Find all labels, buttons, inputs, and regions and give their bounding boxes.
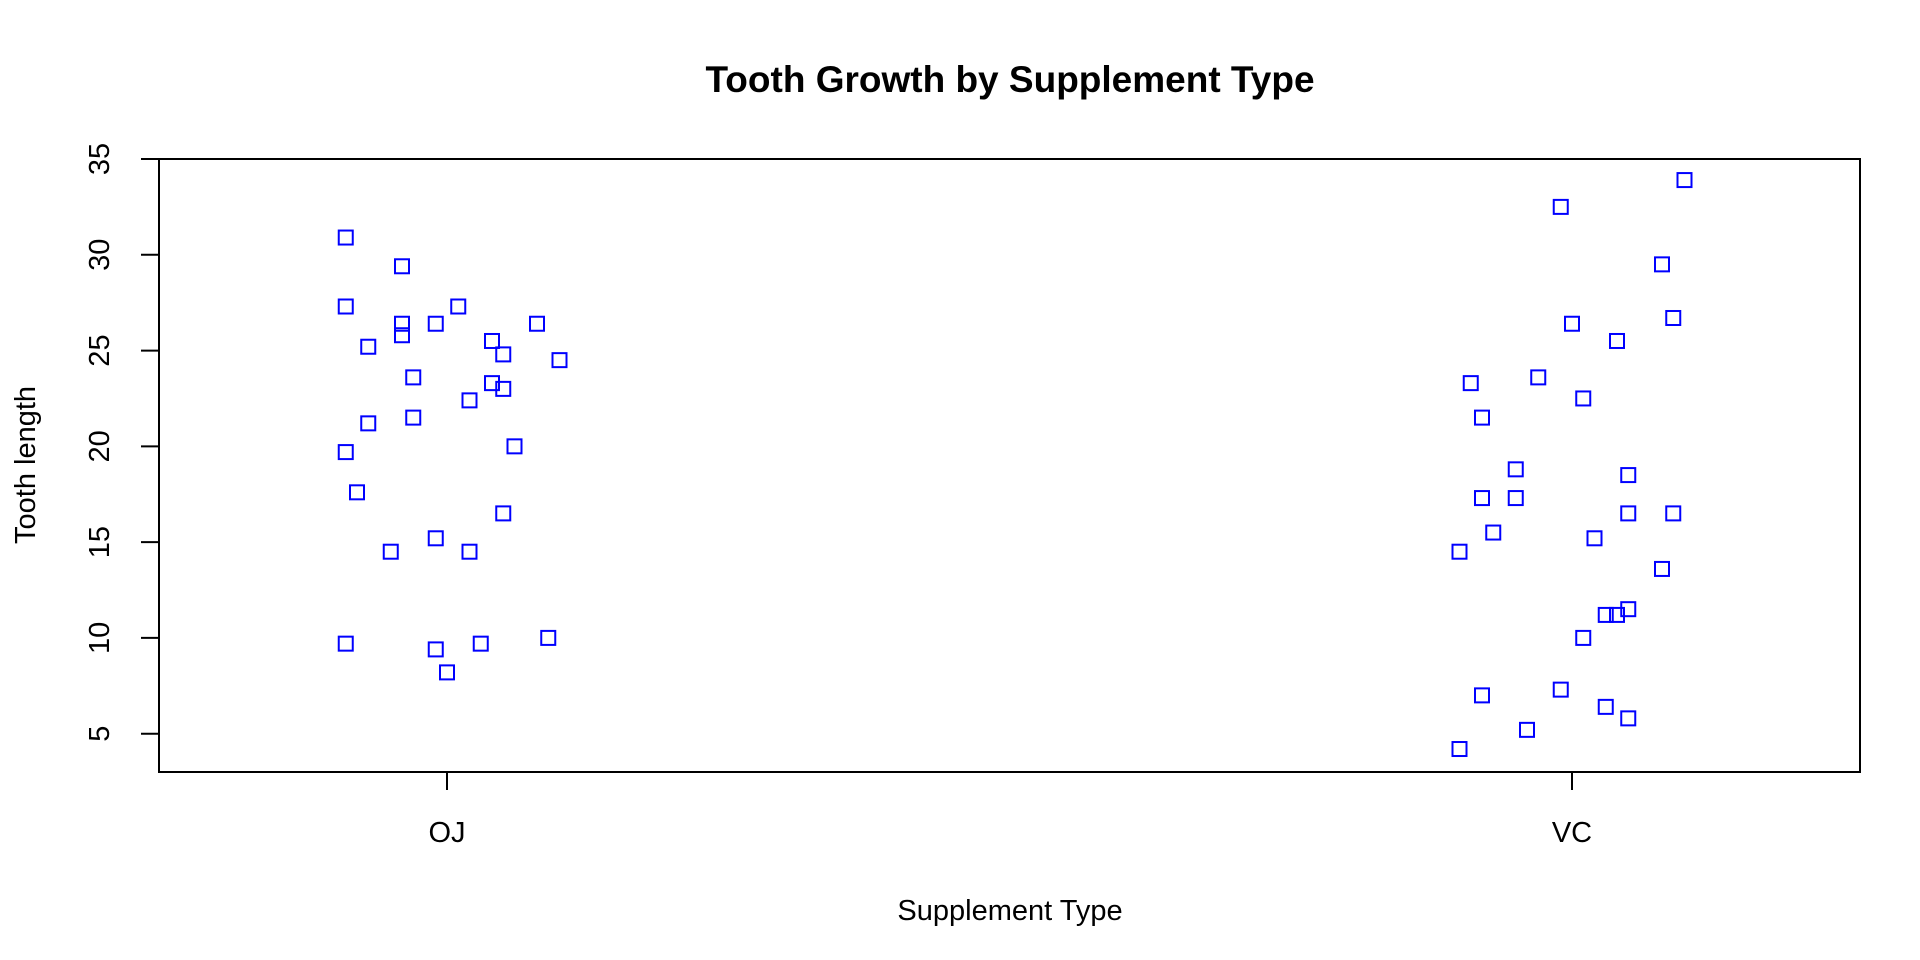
data-point-oj bbox=[337, 298, 354, 315]
y-axis-label: Tooth length bbox=[10, 386, 42, 544]
data-point-oj bbox=[360, 338, 377, 355]
data-point-oj bbox=[540, 629, 557, 646]
data-point-oj bbox=[405, 369, 422, 386]
data-point-oj bbox=[439, 664, 455, 681]
data-point-vc bbox=[1620, 601, 1637, 618]
data-point-vc bbox=[1654, 560, 1670, 577]
y-tick-label: 30 bbox=[84, 239, 116, 271]
data-point-oj bbox=[529, 315, 545, 332]
data-point-vc bbox=[1552, 198, 1569, 215]
y-axis: 5 10 15 20 25 30 35 bbox=[84, 143, 159, 742]
data-point-vc bbox=[1609, 332, 1625, 349]
data-point-vc bbox=[1665, 309, 1682, 326]
data-point-oj bbox=[360, 415, 377, 432]
data-point-vc bbox=[1665, 505, 1682, 522]
data-point-oj bbox=[337, 229, 354, 246]
x-tick-label: OJ bbox=[428, 817, 465, 849]
data-point-oj bbox=[394, 327, 410, 344]
data-point-vc bbox=[1474, 687, 1490, 704]
data-point-vc bbox=[1609, 606, 1625, 623]
data-point-oj bbox=[551, 352, 568, 369]
data-point-vc bbox=[1564, 315, 1580, 332]
y-tick-label: 20 bbox=[84, 430, 116, 462]
y-tick-label: 15 bbox=[84, 526, 116, 558]
data-point-oj bbox=[506, 438, 523, 455]
data-point-oj bbox=[427, 315, 444, 332]
y-tick-label: 10 bbox=[84, 622, 116, 654]
data-point-vc bbox=[1654, 256, 1670, 273]
data-point-vc bbox=[1507, 490, 1524, 507]
data-point-oj bbox=[394, 258, 410, 275]
data-point-oj bbox=[337, 635, 354, 652]
data-point-vc bbox=[1474, 409, 1490, 426]
data-point-oj bbox=[495, 505, 512, 522]
data-point-vc bbox=[1530, 369, 1547, 386]
data-point-vc bbox=[1676, 172, 1693, 189]
y-tick-label: 35 bbox=[84, 143, 116, 175]
data-point-oj bbox=[427, 530, 444, 547]
x-axis-label: Supplement Type bbox=[897, 895, 1122, 927]
chart-title: Tooth Growth by Supplement Type bbox=[705, 59, 1314, 100]
data-point-oj bbox=[450, 298, 467, 315]
data-point-oj bbox=[495, 346, 512, 363]
data-point-oj bbox=[394, 315, 410, 332]
data-point-vc bbox=[1597, 606, 1614, 623]
data-point-oj bbox=[484, 332, 500, 349]
x-axis: OJ VC bbox=[428, 772, 1592, 849]
plot-frame bbox=[158, 158, 1861, 773]
data-point-vc bbox=[1620, 505, 1637, 522]
data-point-oj bbox=[461, 392, 478, 409]
data-point-vc bbox=[1552, 681, 1569, 698]
data-point-oj bbox=[484, 375, 500, 392]
y-tick-label: 5 bbox=[84, 726, 116, 742]
data-point-vc bbox=[1620, 710, 1637, 727]
data-point-oj bbox=[461, 543, 478, 560]
data-point-vc bbox=[1462, 375, 1479, 392]
data-point-oj bbox=[349, 484, 365, 501]
data-point-vc bbox=[1575, 390, 1592, 407]
data-point-vc bbox=[1575, 629, 1592, 646]
data-point-vc bbox=[1597, 698, 1614, 715]
data-point-vc bbox=[1474, 490, 1490, 507]
x-tick-label: VC bbox=[1552, 817, 1592, 849]
data-point-vc bbox=[1451, 543, 1468, 560]
data-point-oj bbox=[405, 409, 422, 426]
data-point-oj bbox=[472, 635, 489, 652]
data-point-vc bbox=[1586, 530, 1603, 547]
data-point-vc bbox=[1451, 741, 1468, 758]
data-point-vc bbox=[1507, 461, 1524, 478]
data-point-oj bbox=[382, 543, 399, 560]
data-point-oj bbox=[427, 641, 444, 658]
y-tick-label: 25 bbox=[84, 334, 116, 366]
data-point-vc bbox=[1519, 721, 1535, 738]
data-point-vc bbox=[1620, 467, 1637, 484]
data-point-oj bbox=[337, 444, 354, 461]
data-point-vc bbox=[1485, 524, 1502, 541]
data-point-oj bbox=[495, 380, 512, 397]
data-points bbox=[337, 172, 1693, 758]
